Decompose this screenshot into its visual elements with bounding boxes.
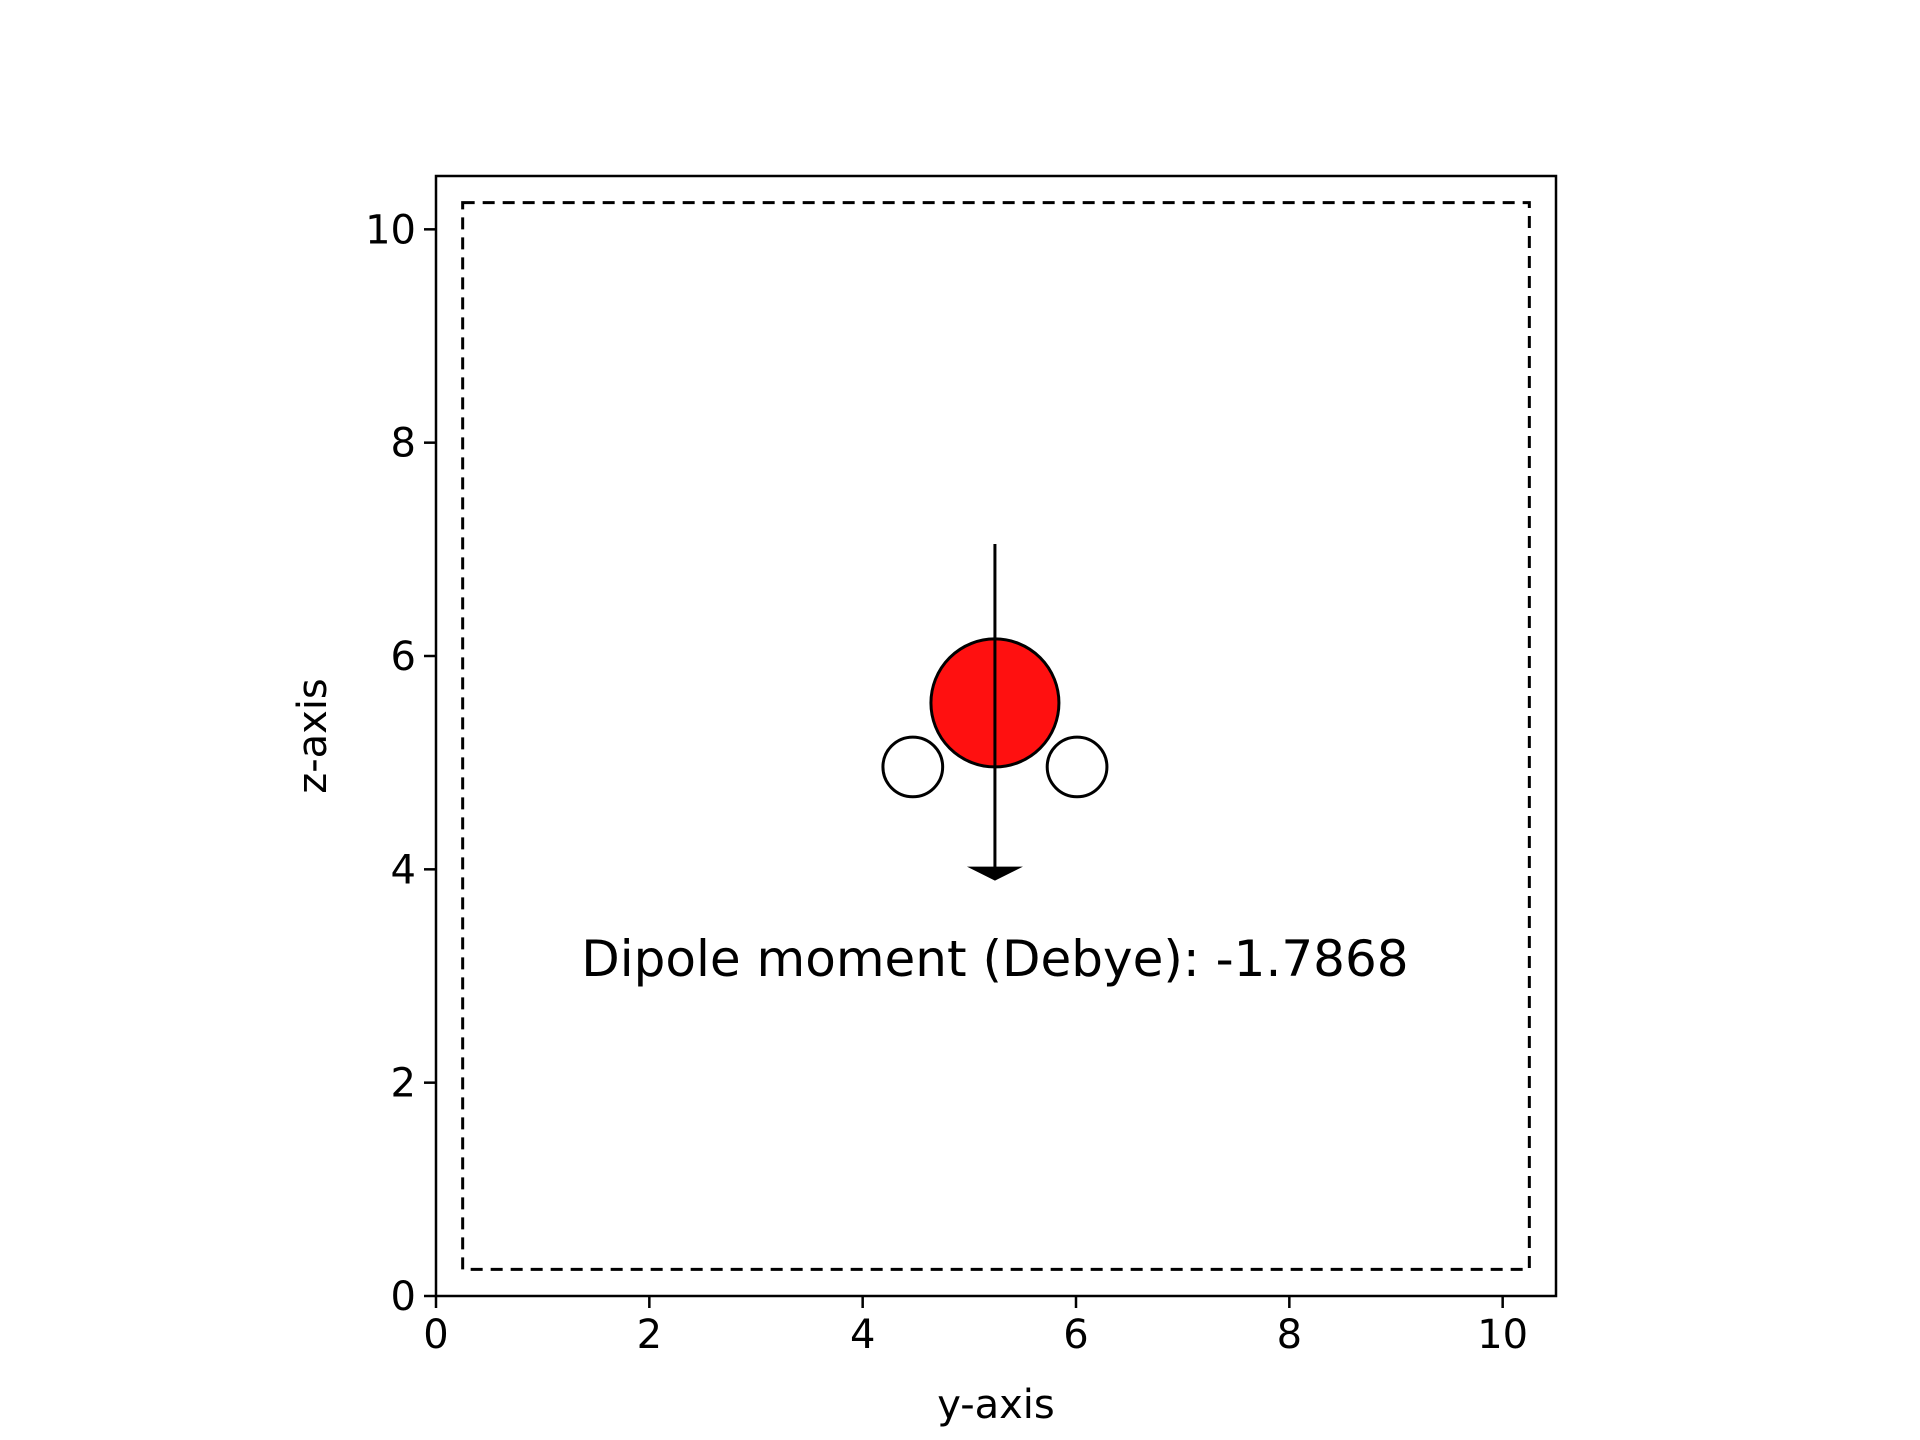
y-axis-label: z-axis (290, 678, 336, 794)
atom-h-1 (881, 735, 945, 799)
dipole-arrow-layer (966, 544, 1023, 881)
x-axis-label: y-axis (937, 1382, 1055, 1428)
ticks-layer: 0 2 4 6 8 10 0 2 4 6 8 10 (365, 207, 1528, 1358)
y-tick-label: 0 (391, 1274, 416, 1320)
y-tick-label: 10 (365, 207, 416, 253)
x-tick-label: 8 (1277, 1312, 1302, 1358)
x-tick-label: 6 (1063, 1312, 1088, 1358)
axes-frame (434, 174, 1558, 1298)
x-tick-label: 2 (637, 1312, 662, 1358)
y-tick-label: 2 (391, 1061, 416, 1107)
simulation-box-layer (461, 201, 1531, 1271)
y-tick-label: 6 (391, 634, 416, 680)
simulation-box (461, 201, 1531, 1271)
y-tick-label: 8 (391, 421, 416, 467)
y-tick-label: 4 (391, 847, 416, 893)
x-tick-label: 0 (423, 1312, 448, 1358)
x-tick-label: 4 (850, 1312, 875, 1358)
dipole-arrowhead (966, 866, 1023, 881)
atom-h-2 (1045, 735, 1109, 799)
x-tick-label: 10 (1477, 1312, 1528, 1358)
dipole-moment-label: Dipole moment (Debye): -1.7868 (581, 930, 1408, 988)
